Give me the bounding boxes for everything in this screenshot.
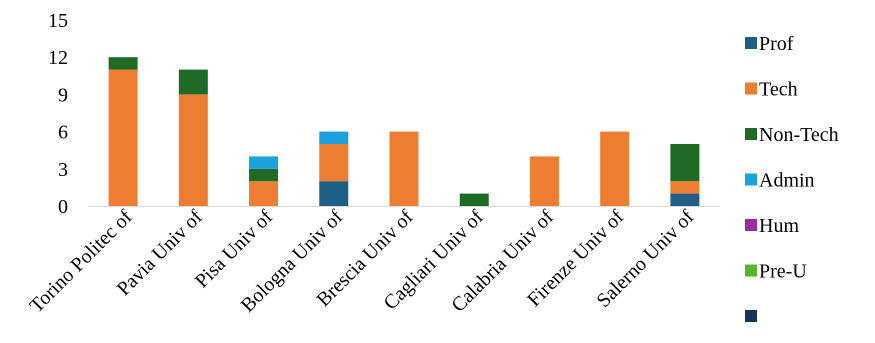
bars xyxy=(108,57,700,206)
legend-label: Non-Tech xyxy=(759,124,839,146)
legend-label: Tech xyxy=(759,79,798,101)
y-tick-label: 12 xyxy=(48,47,68,69)
legend-label: Hum xyxy=(759,215,799,237)
y-tick-label: 6 xyxy=(58,122,68,144)
y-axis: 0 3 6 9 12 15 xyxy=(48,10,68,218)
y-tick-label: 0 xyxy=(58,196,68,218)
legend-swatch xyxy=(745,219,757,231)
legend-label: Prof xyxy=(759,33,794,55)
legend-swatch xyxy=(745,173,757,186)
legend-label: Admin xyxy=(759,170,815,192)
legend-swatch xyxy=(745,128,757,140)
bar-segment xyxy=(178,94,208,206)
bar-segment xyxy=(459,193,489,206)
bar-segment xyxy=(600,131,630,206)
x-tick-label: Torino Politec of xyxy=(25,206,136,317)
y-tick-label: 3 xyxy=(58,159,68,181)
legend-label: Pre-U xyxy=(759,261,807,283)
bar-segment xyxy=(319,181,349,206)
bar-segment xyxy=(108,57,138,70)
legend-swatch xyxy=(745,82,757,95)
y-tick-label: 15 xyxy=(48,10,68,32)
bar-segment xyxy=(670,181,700,194)
y-tick-label: 9 xyxy=(58,84,68,106)
legend-swatch xyxy=(745,264,757,277)
legend-swatch xyxy=(745,37,757,49)
bar-segment xyxy=(249,181,279,206)
bar-segment xyxy=(319,144,349,182)
bar-segment xyxy=(319,131,349,144)
bar-segment xyxy=(670,144,700,182)
legend-swatch xyxy=(745,310,757,322)
bar-segment xyxy=(389,131,419,206)
legend: Prof Tech Non-Tech Admin Hum Pre-U xyxy=(745,33,839,322)
bar-segment xyxy=(529,156,559,206)
bar-segment xyxy=(178,69,208,95)
bar-segment xyxy=(249,168,279,182)
bar-segment xyxy=(670,193,700,206)
bar-segment xyxy=(249,156,279,169)
bar-segment xyxy=(108,69,138,206)
